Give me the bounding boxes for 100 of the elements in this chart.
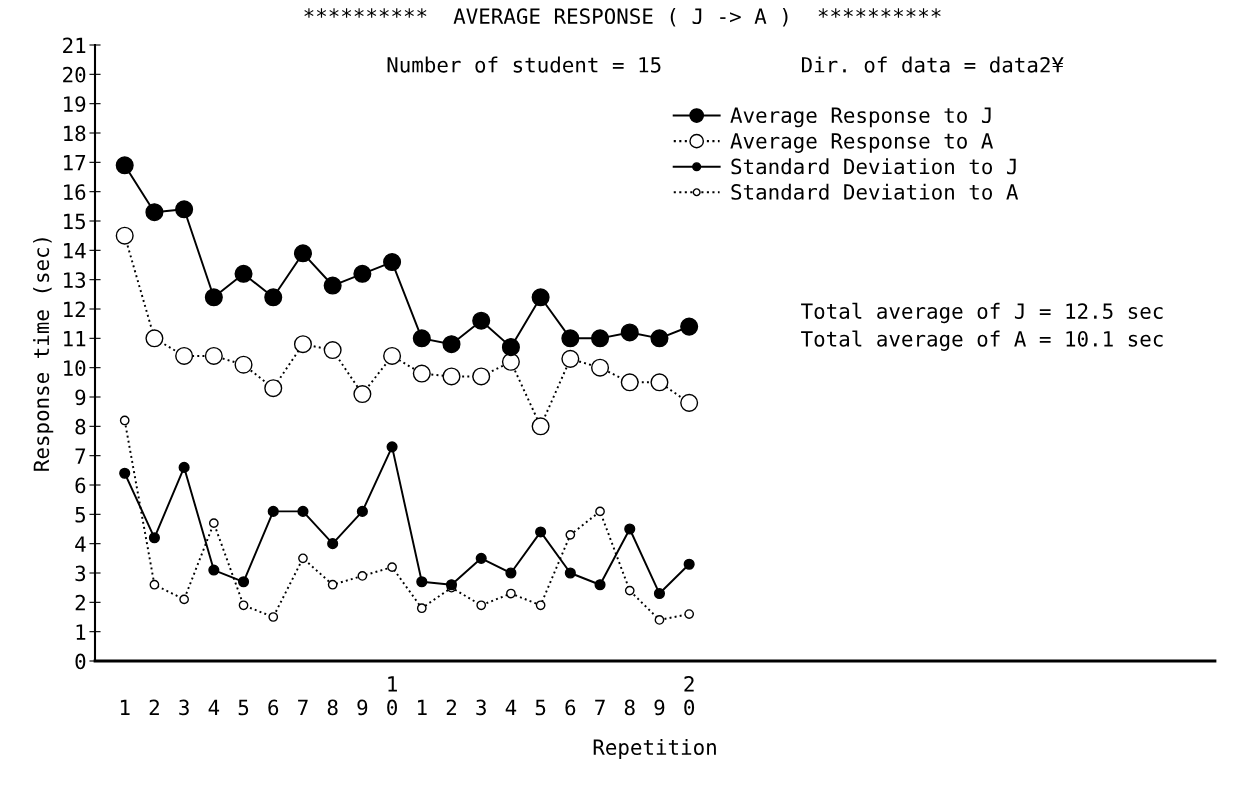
point (115, 156, 134, 175)
x-tick-label: 6 (268, 699, 279, 716)
point (178, 461, 190, 473)
point (564, 567, 576, 579)
point (620, 323, 639, 342)
y-tick-label: 2 (75, 594, 85, 611)
point (327, 579, 338, 590)
point (179, 594, 189, 605)
y-tick-label: 6 (75, 477, 86, 494)
point (356, 505, 368, 517)
x-tick-label: 7 (298, 699, 308, 715)
text: Dir. of data = data2¥ (801, 56, 1064, 73)
point (208, 564, 220, 576)
legend-label: Standard Deviation to A (731, 183, 1019, 200)
point (506, 588, 516, 599)
point (475, 552, 487, 564)
x-tick-label: 5 (238, 699, 249, 716)
point (387, 562, 397, 572)
x-tick-label: 1 (120, 699, 130, 715)
y-tick-label: 8 (75, 418, 86, 435)
point (234, 264, 253, 283)
y-tick-label: 20 (63, 66, 86, 83)
x-tick-label: 6 (565, 699, 576, 716)
point (297, 505, 309, 517)
x-tick-label: 2 (446, 699, 456, 715)
point (501, 338, 520, 357)
point (353, 264, 372, 283)
point (535, 600, 546, 611)
point (472, 367, 491, 386)
x-tick-label: 3 (476, 699, 486, 716)
point (264, 379, 283, 398)
point (412, 364, 431, 383)
text: Total average of A = 10.1 sec (801, 330, 1163, 351)
point (620, 373, 639, 392)
point (561, 349, 580, 368)
point (383, 253, 402, 272)
y-tick-label: 0 (75, 653, 86, 670)
point (119, 415, 130, 426)
point (476, 600, 487, 611)
point (264, 288, 283, 307)
point (531, 417, 550, 436)
y-tick-label: 14 (64, 243, 86, 259)
x-tick-label: 9 (654, 699, 665, 716)
y-axis-title: Response time (sec) (33, 238, 54, 471)
point (505, 567, 517, 579)
point (357, 571, 368, 581)
x-tick-label: 5 (535, 699, 546, 716)
point (591, 329, 610, 348)
point (145, 329, 164, 348)
point (412, 329, 431, 348)
x-axis-title: Repetition (593, 738, 716, 760)
point (531, 288, 550, 307)
point (234, 355, 253, 374)
point (535, 526, 547, 538)
point (268, 612, 279, 622)
point (175, 200, 194, 219)
x-tick-label: 2 (149, 699, 159, 715)
point (115, 226, 134, 245)
point (442, 367, 461, 386)
chart-title: ********** AVERAGE RESPONSE ( J -> A ) ********** (304, 8, 941, 27)
legend-label: Average Response to A (730, 133, 994, 153)
legend-label: Standard Deviation to J (731, 158, 1016, 175)
legend-label: Average Response to J (730, 107, 991, 128)
point (293, 335, 312, 354)
point (680, 393, 699, 412)
x-tick-label: 4 (208, 699, 220, 715)
point (204, 346, 223, 365)
y-tick-label: 17 (64, 155, 86, 171)
point (383, 346, 402, 365)
point (654, 615, 665, 625)
point (653, 587, 666, 600)
x-tick-label: 8 (624, 699, 635, 716)
text: Total average of J = 12.5 sec (801, 302, 1163, 324)
point (472, 311, 491, 330)
y-tick-label: 15 (64, 213, 85, 230)
point (237, 576, 250, 588)
y-tick-label: 11 (64, 331, 86, 347)
x-tick-label: 1 (418, 699, 427, 715)
x-tick-label: 9 (357, 699, 368, 716)
point (561, 329, 580, 348)
point (175, 346, 194, 365)
point (323, 341, 342, 360)
point (416, 576, 428, 588)
point (416, 603, 427, 614)
point (442, 335, 461, 354)
point (650, 373, 669, 392)
point (565, 530, 576, 540)
point (293, 244, 312, 263)
point (353, 385, 372, 404)
point (267, 505, 279, 517)
point (595, 506, 605, 517)
point (327, 538, 339, 550)
x-tick-label: 7 (595, 699, 605, 715)
y-tick-label: 9 (75, 389, 86, 406)
point (149, 579, 160, 590)
y-tick-label: 18 (64, 125, 86, 142)
x-tick-label: 1 0 (387, 676, 397, 716)
point (650, 329, 669, 348)
point (680, 317, 699, 336)
annotation: Number of student = 15 (387, 56, 661, 73)
